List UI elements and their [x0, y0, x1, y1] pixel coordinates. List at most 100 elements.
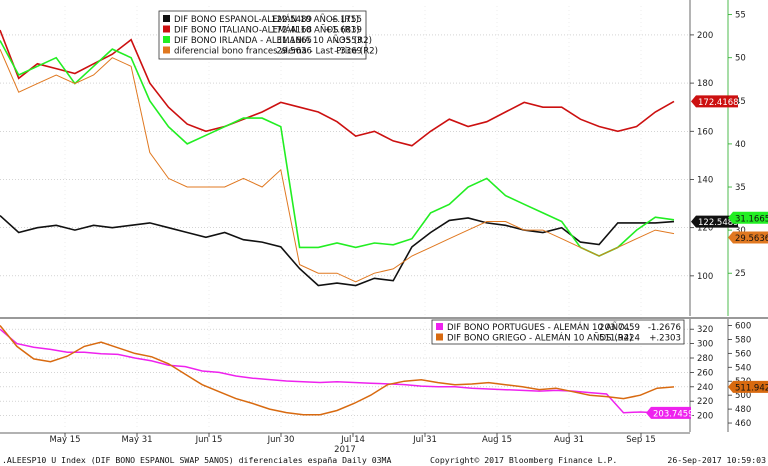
footer-copyright-text: Copyright© 2017 Bloomberg Finance L.P.	[430, 455, 617, 465]
legend-change: -.3553	[334, 36, 362, 46]
upper-left-tick-label: 100	[697, 272, 713, 282]
tag-label: 511.9424	[735, 383, 768, 393]
portugal-spread-line	[0, 328, 675, 414]
x-tick-label: Jun 15	[195, 435, 223, 445]
lower-right-tick-label: 540	[735, 363, 751, 373]
legend-last-value: 172.4168	[271, 26, 312, 36]
lower-left-tick-label: 240	[697, 383, 713, 393]
tag-background	[728, 211, 768, 224]
tag-background	[728, 231, 768, 244]
lower-left-axis-ticks: 200 220 240 260 280 300 320	[690, 325, 713, 422]
footer-timestamp-text: 26-Sep-2017 10:59:03	[667, 455, 766, 465]
legend-last-value: 122.5489	[271, 15, 312, 25]
x-tick-label: May 15	[49, 435, 80, 445]
italy-last-value-tag: 172.4168	[691, 95, 739, 108]
greece-last-value-tag: 511.9424	[728, 380, 768, 393]
x-tick-label: Sep 15	[626, 435, 656, 445]
upper-right-tick-label: 45	[735, 97, 746, 107]
lower-left-tick-label: 300	[697, 340, 713, 350]
legend-change: +1.6839	[325, 26, 362, 36]
upper-right-tick-label: 35	[735, 183, 746, 193]
lower-right-tick-label: 460	[735, 419, 751, 429]
tag-label: 31.1665	[735, 214, 768, 224]
upper-left-tick-label: 200	[697, 31, 713, 41]
upper-left-axis-ticks: 100 120 140 160 180 200	[690, 31, 713, 282]
tag-label: 122.5489	[698, 218, 739, 228]
x-tick-label: Jun 30	[267, 435, 295, 445]
france-last-value-tag: 29.5636	[728, 231, 768, 244]
lower-last-value-tags: 511.9424 203.7459	[646, 380, 768, 419]
upper-right-tick-label: 40	[735, 140, 746, 150]
legend-swatch	[163, 46, 170, 54]
italy-spread-line	[0, 29, 675, 147]
x-axis-ticks: May 15 May 31 Jun 15 Jun 30 Jul 14 Jul 31 Aug …	[49, 433, 656, 445]
upper-right-tick-label: 50	[735, 54, 746, 64]
x-tick-label: Aug 15	[482, 435, 512, 445]
lower-left-tick-label: 260	[697, 368, 713, 378]
ireland-last-value-tag: 31.1665	[728, 211, 768, 224]
upper-left-tick-label: 160	[697, 127, 713, 137]
legend-label: DIF BONO ITALIANO-ALEMÁN 10 AÑOS (R1)	[174, 24, 359, 36]
legend-label: diferencial bono frances alema - Last Pr…	[174, 47, 378, 57]
upper-left-tick-label: 140	[697, 175, 713, 185]
spain-spread-line	[0, 215, 675, 287]
legend-label: DIF BONO PORTUGUES - ALEMÁN 10 AÑO...	[447, 321, 633, 333]
upper-left-tick-label: 120	[697, 224, 713, 234]
upper-left-tick-label: 180	[697, 79, 713, 89]
legend-swatch	[163, 36, 170, 43]
legend-last-value: 203.7459	[599, 323, 640, 333]
legend-last-value: 511.9424	[599, 334, 640, 344]
legend-change: -1.2676	[648, 323, 681, 333]
x-tick-label: May 31	[121, 435, 152, 445]
tag-background	[646, 406, 691, 419]
greece-spread-line	[0, 325, 675, 416]
upper-right-tick-label: 30	[735, 226, 746, 236]
tag-background	[691, 215, 738, 228]
x-tick-label: Jul 31	[412, 435, 437, 445]
lower-left-tick-label: 220	[697, 397, 713, 407]
spain-last-value-tag: 122.5489	[691, 215, 739, 228]
ireland-spread-line	[0, 40, 675, 257]
lower-left-tick-label: 280	[697, 354, 713, 364]
france-spread-line	[0, 48, 675, 283]
lower-series	[0, 325, 675, 416]
tag-background	[691, 95, 738, 108]
x-axis-year-label: 2017	[334, 445, 356, 455]
lower-right-tick-label: 600	[735, 321, 751, 331]
tag-label: 172.4168	[698, 98, 739, 108]
lower-right-tick-label: 500	[735, 391, 751, 401]
upper-right-axis-ticks: 25 30 35 40 45 50 55	[728, 11, 746, 279]
tag-background	[728, 380, 768, 393]
lower-left-tick-label: 320	[697, 325, 713, 335]
upper-right-tick-label: 25	[735, 269, 746, 279]
upper-legend: DIF BONO ESPANOL-ALEMÁN 10 AÑOS (R1)122.…	[158, 10, 378, 60]
upper-panel: 100 120 140 160 180 200 25 30 35 40 45 50 55 172.41…	[0, 0, 768, 430]
legend-label: DIF BONO IRLANDA - ALEMANIA 10 AÑOS (R2)	[174, 35, 372, 46]
lower-left-tick-label: 200	[697, 412, 713, 422]
legend-change: -.3369	[334, 47, 362, 57]
legend-swatch	[436, 333, 443, 341]
x-tick-label: Jul 14	[340, 435, 365, 445]
tag-label: 29.5636	[735, 234, 768, 244]
x-tick-label: Aug 31	[554, 435, 584, 445]
lower-right-tick-label: 560	[735, 349, 751, 359]
tag-label: 203.7459	[653, 409, 694, 419]
upper-grid	[0, 6, 688, 430]
legend-change: +.2303	[649, 334, 681, 344]
legend-swatch	[163, 25, 170, 33]
legend-label: DIF BONO ESPANOL-ALEMÁN 10 AÑOS (R1)	[174, 13, 359, 25]
lower-right-tick-label: 480	[735, 405, 751, 415]
legend-change: +.1755	[330, 15, 362, 25]
portugal-last-value-tag: 203.7459	[646, 406, 694, 419]
footer-security-text: .ALEESP10 U Index (DIF BONO ESPANOL SWAP…	[2, 455, 391, 465]
legend-swatch	[436, 323, 443, 330]
upper-right-tick-label: 55	[735, 11, 746, 21]
legend-swatch	[163, 15, 170, 22]
legend-last-value: 29.5636	[276, 47, 312, 57]
lower-right-tick-label: 580	[735, 335, 751, 345]
lower-legend: DIF BONO PORTUGUES - ALEMÁN 10 AÑO...203…	[431, 319, 685, 345]
upper-series	[0, 29, 675, 287]
